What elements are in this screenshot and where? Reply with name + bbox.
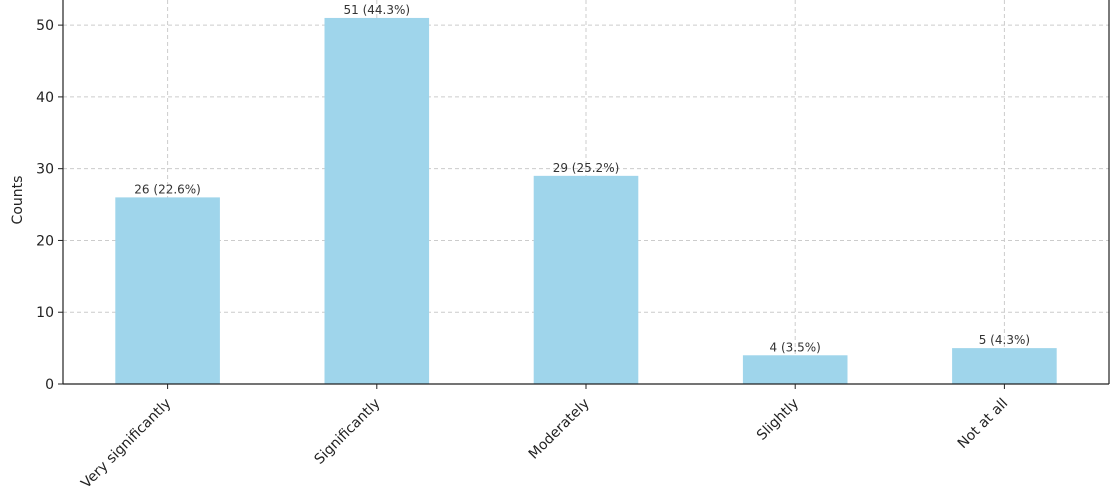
y-tick-label: 50 bbox=[36, 18, 54, 34]
x-tick-label: Not at all bbox=[955, 396, 1011, 452]
bar bbox=[533, 175, 639, 384]
bar-data-label: 29 (25.2%) bbox=[553, 161, 620, 175]
bar-data-label: 51 (44.3%) bbox=[344, 3, 411, 17]
x-tick-label: Significantly bbox=[311, 396, 383, 468]
y-tick-label: 40 bbox=[36, 90, 54, 106]
bar-data-label: 5 (4.3%) bbox=[979, 333, 1030, 347]
bar bbox=[952, 348, 1057, 384]
y-tick-label: 30 bbox=[36, 162, 54, 178]
y-tick-label: 20 bbox=[36, 233, 54, 249]
y-tick-label: 10 bbox=[36, 305, 54, 321]
grid-layer bbox=[63, 0, 1109, 384]
bar-data-label: 26 (22.6%) bbox=[134, 182, 201, 196]
bar bbox=[115, 197, 220, 384]
data-labels-layer: 26 (22.6%) 51 (44.3%) 29 (25.2%) 4 (3.5%) 5 … bbox=[134, 3, 1030, 354]
y-tick-label: 0 bbox=[45, 377, 54, 393]
bar-data-label: 4 (3.5%) bbox=[770, 340, 821, 354]
x-tick-label: Slightly bbox=[754, 396, 802, 444]
x-tick-label: Moderately bbox=[526, 396, 593, 463]
bar bbox=[742, 355, 848, 384]
y-axis-label: Counts bbox=[10, 176, 26, 225]
bar bbox=[324, 17, 430, 384]
bars-layer bbox=[115, 17, 1057, 384]
x-tick-label: Very significantly bbox=[78, 396, 174, 492]
